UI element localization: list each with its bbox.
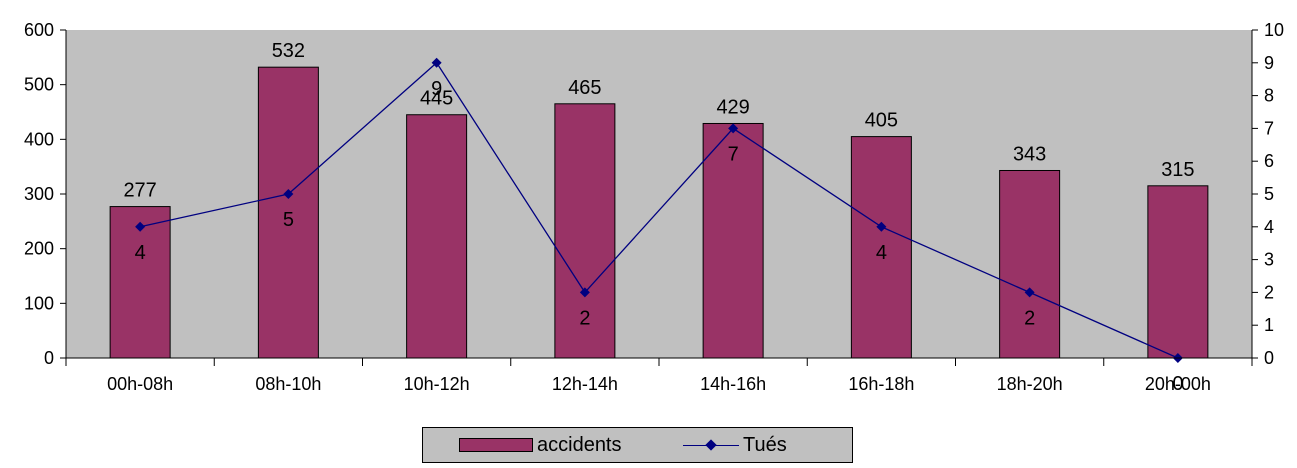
x-tick-label: 14h-16h [700,374,766,394]
bar-value-label: 429 [716,96,749,118]
x-tick-label: 10h-12h [404,374,470,394]
y-right-tick-label: 3 [1264,250,1274,270]
y-right-tick-label: 2 [1264,282,1274,302]
legend-bar-swatch [459,438,533,452]
legend-label-accidents: accidents [537,433,622,456]
line-point [283,189,294,199]
y-left-tick-label: 100 [24,293,54,313]
axes-layer: 0 100 200 300 400 500 600 0 1 2 3 4 5 6 7 8 9 10 00h-08h 08… [24,20,1284,394]
bar [257,66,319,359]
y-left-tick-label: 600 [24,20,54,40]
bar [109,206,171,359]
bar [702,122,764,359]
line-point [1024,287,1035,298]
y-right-tick-label: 4 [1264,217,1274,237]
y-right-tick-label: 6 [1264,151,1274,171]
y-right-tick-label: 7 [1264,118,1274,138]
x-tick-label: 08h-10h [255,374,321,394]
y-right-tick-label: 1 [1264,315,1274,335]
y-right-tick-label: 10 [1264,20,1284,40]
y-left-tick-label: 400 [24,129,54,149]
bar-value-label: 343 [1013,143,1046,165]
labels-layer: 277 532 445 465 429 405 343 315 4 5 9 2 7 4 2 0 [123,40,1194,395]
line-point [876,221,887,232]
plot-area [66,30,1252,358]
bar-value-label: 277 [123,180,156,202]
line-point [579,287,590,298]
y-right-tick-label: 8 [1264,86,1274,106]
x-tick-label: 16h-18h [848,374,914,394]
line-path [139,61,1179,359]
bar-value-label: 445 [420,88,453,110]
line-value-label: 9 [431,78,442,100]
legend-item-tues: Tués [683,428,787,462]
x-tick-label: 00h-08h [107,374,173,394]
bar-value-label: 465 [568,77,601,99]
line-point [431,57,442,68]
y-left-tick-label: 500 [24,75,54,95]
legend: accidents Tués [422,427,853,463]
y-right-tick-label: 5 [1264,184,1274,204]
line-value-label: 7 [728,143,739,165]
line-value-label: 2 [579,307,590,329]
bar [554,103,616,359]
y-left-tick-label: 300 [24,184,54,204]
bar [850,136,912,359]
bar [406,114,468,359]
y-right-tick-label: 9 [1264,53,1274,73]
legend-item-accidents: accidents [459,428,622,462]
bar [999,169,1061,359]
y-left-tick-label: 0 [44,348,54,368]
line-point [728,123,739,134]
y-right-tick-label: 0 [1264,348,1274,368]
legend-diamond-marker [705,439,717,451]
line-value-label: 4 [135,242,146,264]
y-left-tick-label: 200 [24,239,54,259]
line-value-label: 2 [1024,307,1035,329]
bars-layer [109,66,1209,359]
bar-value-label: 532 [272,40,305,62]
bar [1147,185,1209,359]
bar-value-label: 315 [1161,159,1194,181]
x-tick-label: 20h-00h [1145,374,1211,394]
x-tick-label: 12h-14h [552,374,618,394]
legend-label-tues: Tués [743,433,787,456]
legend-line-swatch [683,438,739,452]
line-value-label: 5 [283,209,294,231]
x-tick-label: 18h-20h [997,374,1063,394]
bar-value-label: 405 [865,110,898,132]
line-value-label: 0 [1172,373,1183,395]
line-point [135,221,146,232]
line-value-label: 4 [876,242,887,264]
